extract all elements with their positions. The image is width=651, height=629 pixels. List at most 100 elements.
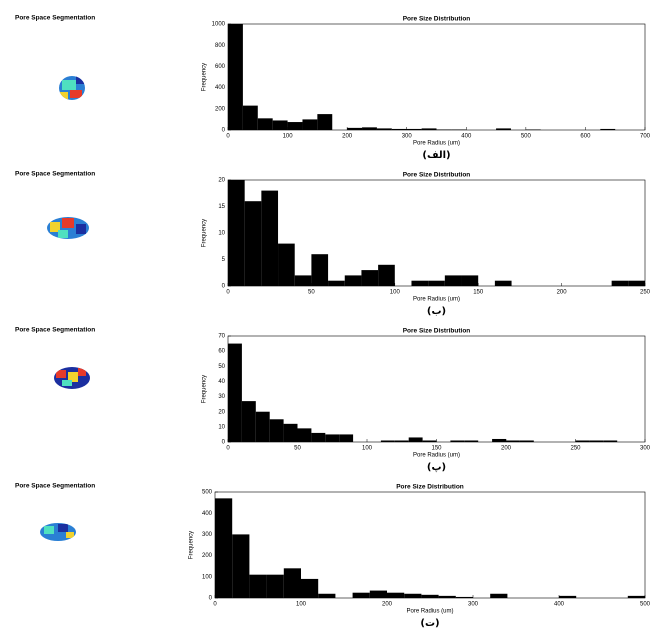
y-tick-label: 0 [222, 284, 226, 290]
segmentation-image [55, 72, 91, 104]
caption: (الف) [422, 150, 450, 161]
bar [392, 129, 407, 130]
bar [243, 106, 258, 130]
bar [423, 440, 437, 442]
bar [362, 127, 377, 130]
bar [353, 593, 370, 598]
bar [490, 594, 507, 598]
bar [295, 275, 312, 286]
caption: (ت) [420, 618, 439, 629]
caption: (ب) [427, 306, 446, 317]
chart-title: Pore Size Distribution [403, 328, 471, 335]
bar [339, 434, 353, 442]
bar [576, 440, 590, 442]
bar [261, 191, 278, 286]
y-tick-label: 10 [218, 424, 225, 430]
bar [496, 128, 511, 130]
x-tick-label: 300 [640, 446, 651, 452]
x-tick-label: 200 [501, 446, 512, 452]
bar [451, 129, 466, 130]
y-tick-label: 1000 [212, 22, 226, 28]
x-tick-label: 100 [296, 602, 307, 608]
y-tick-label: 100 [202, 574, 213, 580]
bar [381, 440, 395, 442]
bar [284, 424, 298, 442]
y-tick-label: 20 [218, 409, 225, 415]
bar [301, 579, 318, 598]
segmentation-image [38, 521, 78, 543]
bar [242, 401, 256, 442]
y-tick-label: 10 [218, 231, 225, 237]
bar [612, 281, 629, 286]
x-tick-label: 300 [468, 602, 479, 608]
y-tick-label: 0 [222, 440, 226, 446]
y-tick-label: 0 [209, 596, 213, 602]
bar [387, 593, 404, 598]
y-tick-label: 0 [222, 128, 226, 134]
bar [422, 128, 437, 130]
y-tick-label: 20 [218, 178, 225, 184]
x-tick-label: 200 [557, 290, 568, 296]
bar [450, 440, 464, 442]
bar [311, 433, 325, 442]
chart-title: Pore Size Distribution [396, 484, 464, 491]
bar [437, 129, 452, 130]
bar [328, 281, 345, 286]
y-tick-label: 600 [215, 64, 226, 70]
bar [628, 596, 645, 598]
y-axis-label: Frequency [202, 375, 208, 403]
bar [256, 412, 270, 442]
bar [361, 270, 378, 286]
bar [288, 122, 303, 130]
y-tick-label: 500 [202, 490, 213, 496]
y-tick-label: 400 [202, 511, 213, 517]
caption: (پ) [427, 462, 446, 473]
x-tick-label: 400 [554, 602, 565, 608]
bar [278, 244, 295, 286]
bar [317, 114, 332, 130]
bar [347, 128, 362, 130]
bar [215, 498, 232, 598]
bar [318, 594, 335, 598]
bar [456, 597, 473, 598]
x-tick-label: 0 [226, 446, 230, 452]
bar [603, 440, 617, 442]
x-axis-label: Pore Radius (um) [413, 453, 460, 459]
bar [404, 594, 421, 598]
x-axis-label: Pore Radius (um) [413, 297, 460, 303]
bar [370, 591, 387, 598]
bar [407, 129, 422, 130]
x-tick-label: 0 [213, 602, 217, 608]
bar [267, 575, 284, 598]
bar [258, 118, 273, 130]
y-axis-label: Frequency [202, 219, 208, 247]
segmentation-title: Pore Space Segmentation [15, 171, 95, 178]
x-tick-label: 0 [226, 134, 230, 140]
chart-title: Pore Size Distribution [403, 16, 471, 23]
bar [311, 254, 328, 286]
y-tick-label: 200 [202, 553, 213, 559]
bar [439, 596, 456, 598]
bar [600, 129, 615, 130]
bar [228, 344, 242, 442]
bar [377, 128, 392, 130]
x-tick-label: 150 [431, 446, 442, 452]
x-tick-label: 500 [640, 602, 651, 608]
bar [302, 119, 317, 130]
x-axis-label: Pore Radius (um) [413, 141, 460, 147]
chart-title: Pore Size Distribution [403, 172, 471, 179]
y-tick-label: 800 [215, 43, 226, 49]
bar [411, 281, 428, 286]
bar [409, 437, 423, 442]
segmentation-title: Pore Space Segmentation [15, 483, 95, 490]
bar [232, 534, 249, 598]
plot-area [228, 24, 645, 130]
x-tick-label: 200 [342, 134, 353, 140]
bar [526, 129, 541, 130]
y-tick-label: 60 [218, 349, 225, 355]
bar [378, 265, 395, 286]
y-tick-label: 5 [222, 257, 226, 263]
bar [520, 440, 534, 442]
y-axis-label: Frequency [189, 531, 195, 559]
x-tick-label: 100 [283, 134, 294, 140]
